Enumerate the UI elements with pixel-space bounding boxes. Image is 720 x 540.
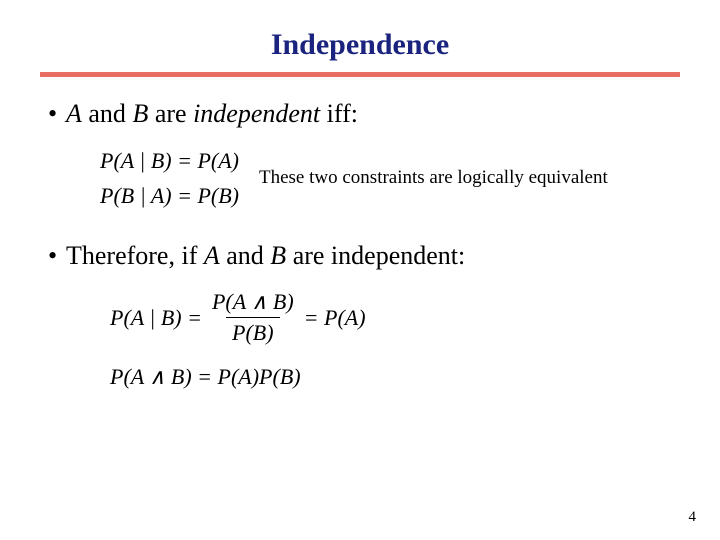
bullet-2-text: Therefore, if A and B are independent: xyxy=(66,241,465,270)
fraction-numerator: P(A ∧ B) xyxy=(206,289,300,317)
slide-root: Independence • A and B are independent i… xyxy=(0,0,720,540)
derivation-lhs: P(A | B) = xyxy=(110,305,202,331)
bullet-2: • Therefore, if A and B are independent: xyxy=(48,241,680,271)
eq-p-b-given-a: P(B | A) = P(B) xyxy=(100,178,239,213)
bullet-1: • A and B are independent iff: xyxy=(48,99,680,129)
conditional-fraction-eq: P(A | B) = P(A ∧ B) P(B) = P(A) xyxy=(110,289,680,346)
derivation-rhs: = P(A) xyxy=(304,305,366,331)
page-number: 4 xyxy=(689,509,697,526)
constraint-note: These two constraints are logically equi… xyxy=(259,167,608,189)
derivation-block: P(A | B) = P(A ∧ B) P(B) = P(A) P(A ∧ B)… xyxy=(110,289,680,390)
bullet-dot: • xyxy=(48,241,66,271)
product-rule-eq: P(A ∧ B) = P(A)P(B) xyxy=(110,364,680,390)
eq-p-a-given-b: P(A | B) = P(A) xyxy=(100,143,239,178)
bullet-dot: • xyxy=(48,99,66,129)
constraint-equations: P(A | B) = P(A) P(B | A) = P(B) These tw… xyxy=(100,143,680,213)
title-underline xyxy=(40,72,680,77)
fraction: P(A ∧ B) P(B) xyxy=(206,289,300,346)
constraint-stack: P(A | B) = P(A) P(B | A) = P(B) xyxy=(100,143,239,213)
slide-title: Independence xyxy=(40,28,680,62)
fraction-denominator: P(B) xyxy=(226,317,280,346)
bullet-1-text: A and B are independent iff: xyxy=(66,99,358,128)
